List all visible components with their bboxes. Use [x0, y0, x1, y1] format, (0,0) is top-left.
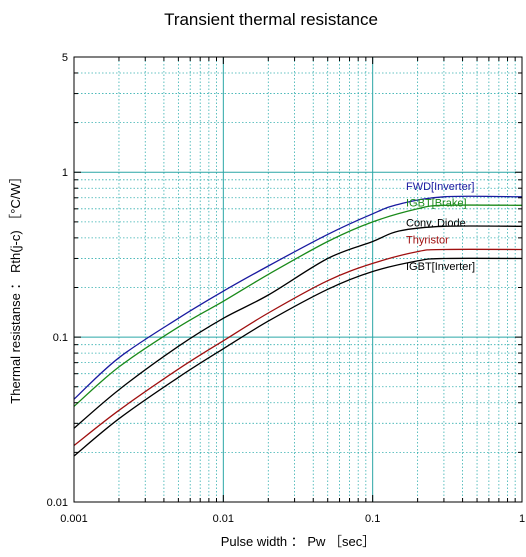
y-tick-label: 1 — [62, 167, 68, 179]
chart-title: Transient thermal resistance — [164, 10, 378, 29]
y-tick-label: 5 — [62, 52, 68, 64]
series-label-4: IGBT[Inverter] — [406, 261, 475, 273]
series-label-0: FWD[Inverter] — [406, 181, 474, 193]
series-label-3: Thyristor — [406, 234, 449, 246]
series-line-4 — [73, 257, 523, 457]
y-tick-label: 0.1 — [53, 332, 68, 344]
y-axis-label: Thermal resistanse ： Rth(j-c) ［°C/W］ — [8, 170, 23, 403]
series-labels: FWD[Inverter] IGBT[Brake] Conv. Diode Thyri… — [406, 181, 475, 273]
x-tick-label: 0.1 — [365, 513, 380, 525]
grid — [73, 56, 522, 503]
x-axis-label: Pulse width ： Pw ［sec］ — [221, 534, 376, 549]
series-line-2 — [73, 225, 523, 429]
series-line-3 — [73, 248, 523, 447]
plot-frame — [73, 56, 523, 503]
x-tick-label: 0.001 — [60, 513, 88, 525]
series-line-1 — [73, 204, 523, 407]
series-label-2: Conv. Diode — [406, 217, 466, 229]
series-group — [73, 195, 523, 457]
y-tick-label: 0.01 — [47, 497, 68, 509]
x-tick-label: 1 — [519, 513, 525, 525]
x-tick-label: 0.01 — [213, 513, 234, 525]
series-line-0 — [73, 195, 523, 400]
ticks: 0.001 0.01 0.1 1 0.01 0.1 1 5 — [47, 52, 525, 525]
series-label-1: IGBT[Brake] — [406, 197, 467, 209]
